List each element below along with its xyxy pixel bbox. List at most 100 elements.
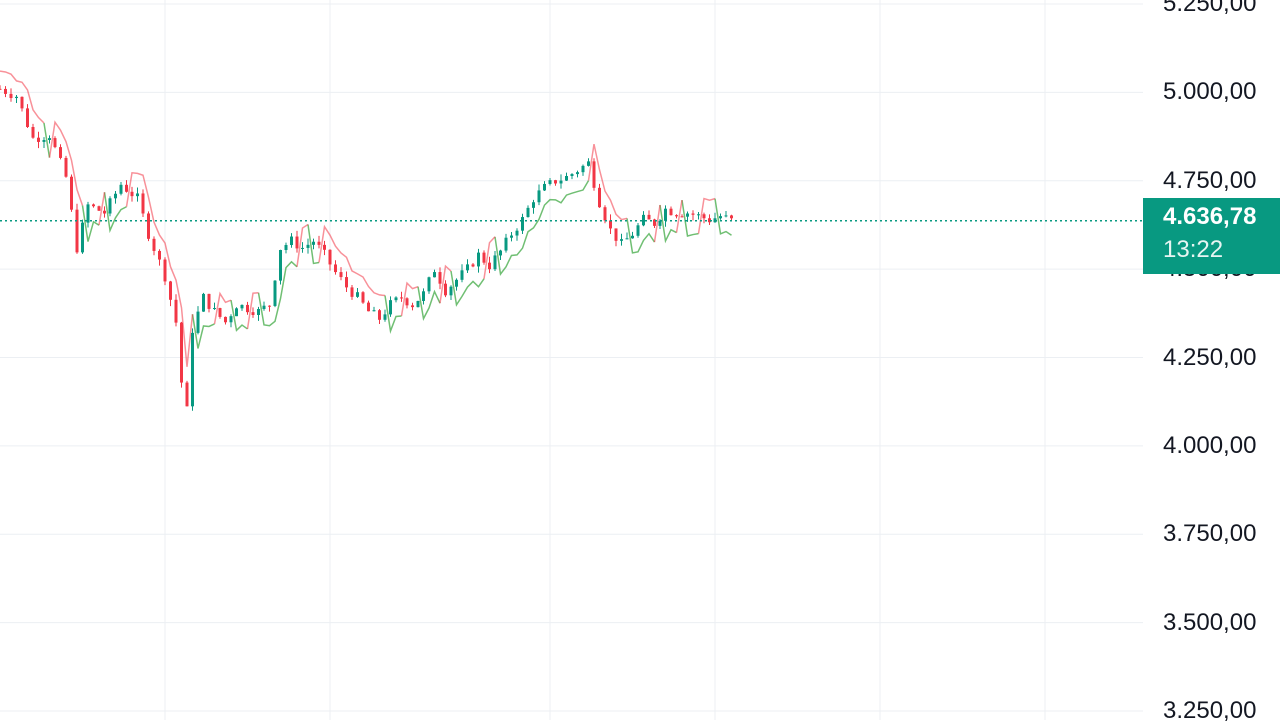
candle-body: [394, 297, 398, 301]
candle-body: [653, 219, 656, 226]
candle-body: [449, 286, 453, 296]
candle-body: [119, 184, 123, 194]
candle-body: [708, 218, 711, 223]
candle-body: [141, 193, 145, 214]
candle-body: [625, 238, 629, 240]
last-price-value: 4.636,78: [1163, 203, 1257, 230]
candle-body: [405, 298, 409, 306]
candle-body: [20, 96, 24, 109]
candle-body: [400, 297, 403, 299]
candle-body: [488, 262, 491, 270]
candle-body: [295, 236, 299, 249]
price-tick-label: 4.750,00: [1163, 166, 1257, 194]
candle-body: [680, 216, 684, 218]
grid: [0, 0, 1143, 720]
candle-body: [361, 292, 365, 303]
candle-body: [97, 206, 101, 211]
candle-body: [147, 213, 150, 239]
candle-body: [444, 283, 447, 296]
candle-body: [554, 180, 557, 184]
candle-body: [383, 314, 387, 320]
candle-body: [284, 245, 288, 250]
candle-body: [92, 204, 95, 207]
candle-body: [471, 264, 475, 267]
candle-body: [169, 281, 172, 300]
candle-body: [609, 220, 612, 229]
candle-body: [372, 310, 376, 312]
candle-body: [152, 238, 156, 251]
candle-body: [493, 255, 497, 270]
candle-body: [163, 259, 167, 282]
candle-body: [224, 316, 227, 323]
candle-body: [235, 308, 238, 317]
candle-body: [499, 250, 502, 256]
candle-body: [647, 214, 651, 220]
candle-body: [273, 280, 277, 306]
candle-body: [356, 292, 359, 297]
candle-body: [290, 236, 293, 246]
candle-body: [658, 220, 662, 226]
candle-body: [59, 147, 62, 158]
candle-body: [631, 235, 634, 239]
candle-body: [323, 244, 326, 250]
candle-body: [592, 161, 596, 188]
candle-body: [576, 172, 579, 175]
candle-body: [125, 184, 128, 192]
supertrend-down-line: [0, 71, 732, 367]
candle-body: [339, 272, 343, 278]
candle-body: [587, 161, 590, 166]
candle-body: [691, 213, 695, 215]
candle-body: [521, 217, 524, 231]
candle-body: [411, 305, 414, 308]
candle-body: [268, 305, 271, 307]
candle-body: [548, 180, 552, 184]
candle-body: [81, 222, 84, 253]
candle-body: [185, 382, 189, 407]
candle-body: [477, 252, 480, 267]
candle-body: [229, 316, 233, 323]
candle-body: [9, 93, 13, 99]
candle-body: [350, 287, 354, 297]
candle-body: [328, 249, 332, 265]
candle-body: [42, 139, 46, 142]
candle-body: [26, 108, 29, 127]
candle-body: [636, 225, 640, 236]
candle-body: [218, 308, 222, 317]
candle-body: [301, 247, 304, 249]
candle-body: [389, 300, 392, 315]
price-tick-label: 4.000,00: [1163, 431, 1257, 459]
candle-body: [317, 241, 321, 245]
candle-body: [620, 239, 623, 241]
candle-body: [724, 215, 728, 217]
candle-body: [675, 215, 678, 217]
candle-body: [114, 193, 117, 199]
price-tick-label: 3.750,00: [1163, 520, 1257, 548]
candle-body: [0, 88, 2, 90]
candle-body: [642, 214, 645, 226]
candle-body: [427, 277, 431, 292]
candle-body: [207, 293, 211, 309]
candle-body: [537, 190, 541, 203]
candle-body: [86, 204, 90, 223]
candle-body: [543, 183, 546, 191]
price-tick-label: 3.250,00: [1163, 697, 1257, 724]
candle-body: [466, 264, 469, 271]
candle-body: [532, 202, 535, 208]
price-axis[interactable]: [1143, 0, 1280, 720]
candle-body: [581, 165, 585, 173]
candle-body: [345, 277, 348, 288]
candle-body: [196, 311, 200, 333]
candle-body: [246, 304, 249, 313]
candle-body: [53, 138, 57, 148]
candle-body: [312, 241, 315, 245]
candle-body: [158, 250, 161, 260]
candle-body: [191, 332, 194, 407]
candle-body: [279, 249, 282, 281]
candle-body: [455, 279, 458, 287]
candle-body: [48, 138, 51, 140]
candle-body: [598, 187, 601, 208]
candle-body: [603, 207, 607, 221]
candle-body: [257, 309, 260, 315]
